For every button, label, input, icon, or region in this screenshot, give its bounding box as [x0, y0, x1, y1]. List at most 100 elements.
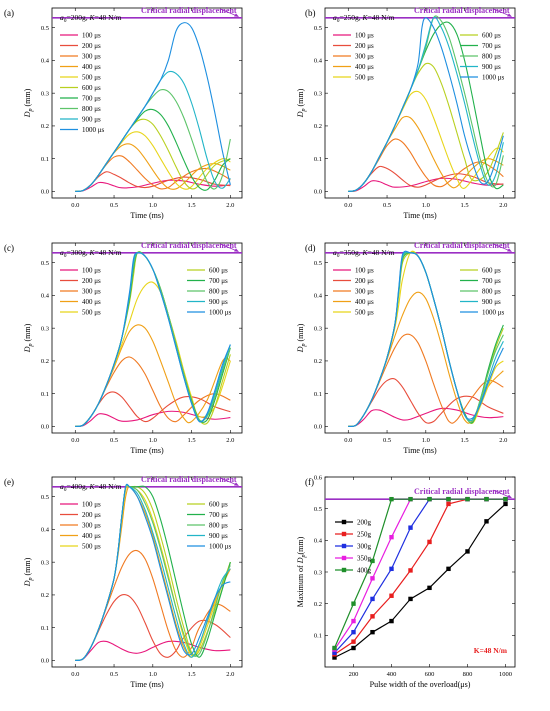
legend-label: 350g	[357, 555, 372, 563]
x-tick-label: 400	[387, 671, 397, 678]
series-marker	[408, 568, 413, 573]
plot-series	[75, 483, 231, 661]
series-marker	[465, 549, 470, 554]
panel-label: (e)	[4, 477, 14, 487]
legend-label: 700 μs	[209, 511, 228, 519]
critical-arrowhead	[507, 248, 512, 252]
y-tick-label: 0.2	[41, 358, 49, 365]
x-tick-label: 1.5	[188, 437, 196, 444]
x-tick-label: 1.5	[461, 202, 469, 209]
critical-label: Critical radial displacement	[414, 6, 510, 15]
x-tick-label: 2.0	[226, 437, 234, 444]
y-axis-label: Dp (mm)	[23, 557, 34, 587]
x-tick-label: 0.0	[71, 437, 79, 444]
x-tick-label: 1.5	[188, 202, 196, 209]
series-marker	[408, 525, 413, 530]
plot-series	[348, 250, 504, 427]
legend-label: 100 μs	[355, 267, 374, 275]
y-tick-label: 0.5	[41, 260, 49, 267]
panel-e: 0.0 0.5 1.0 1.5 2.0 0.0 0.1 0.2 0.3 0.4 0.5 Time (m…	[4, 475, 243, 689]
series-line-300us	[75, 549, 231, 661]
y-tick-label: 0.5	[314, 260, 322, 267]
legend-label: 1000 μs	[482, 74, 505, 82]
y-tick-label: 0.3	[314, 90, 322, 97]
legend-label: 300g	[357, 543, 372, 551]
series-marker	[503, 496, 508, 502]
legend-label: 300 μs	[82, 288, 101, 296]
x-tick-label: 2.0	[226, 671, 234, 678]
critical-label: Critical radial displacement	[414, 241, 510, 250]
panel-label: (a)	[4, 8, 14, 18]
y-tick-label: 0.1	[314, 633, 322, 640]
y-tick-label: 0.4	[41, 293, 50, 300]
x-axis-label: Time (ms)	[403, 446, 437, 455]
legend-label: 700 μs	[209, 277, 228, 285]
panel-a: 0.0 0.5 1.0 1.5 2.0 0.0 0.1 0.2 0.3 0.4 0.5 Time (m…	[4, 6, 243, 220]
series-line-100us	[348, 177, 504, 192]
panel-label: (b)	[305, 8, 316, 18]
plot-frame	[51, 476, 243, 668]
series-marker	[446, 566, 451, 572]
legend-label: 400g	[357, 567, 372, 575]
y-tick-label: 0.5	[41, 25, 49, 32]
x-tick-label: 0.0	[344, 437, 352, 444]
critical-arrowhead	[234, 482, 239, 486]
x-tick-label: 1.5	[188, 671, 196, 678]
series-line-300us	[348, 333, 504, 427]
y-tick-label: 0.3	[41, 559, 49, 566]
y-tick-label: 0.5	[314, 25, 322, 32]
panel-title: a0=350g, K=48 N/m	[333, 248, 395, 259]
panel-b: 0.0 0.5 1.0 1.5 2.0 0.0 0.1 0.2 0.3 0.4 0.5 Time (m…	[296, 6, 516, 220]
series-line-400us	[75, 324, 231, 427]
y-tick-label: 0.0	[314, 189, 322, 196]
legend-label: 800 μs	[209, 288, 228, 296]
x-tick-label: 0.5	[383, 437, 391, 444]
critical-arrowhead	[234, 248, 239, 252]
legend-label: 600 μs	[482, 267, 501, 275]
y-tick-label: 0.1	[41, 625, 49, 632]
legend-label: 500 μs	[355, 309, 374, 317]
y-axis-label: Dp (mm)	[296, 323, 307, 353]
plot-frame	[51, 7, 243, 199]
legend-label: 100 μs	[82, 32, 101, 40]
series-line-400us	[348, 115, 504, 192]
legend-label: 800 μs	[209, 522, 228, 530]
x-tick-label: 0.0	[71, 202, 79, 209]
series-marker	[427, 496, 432, 502]
y-tick-label: 0.2	[41, 592, 49, 599]
plot-frame	[324, 7, 516, 199]
critical-label: Critical radial displacement	[141, 241, 237, 250]
legend-marker	[341, 555, 347, 561]
series-marker	[408, 596, 413, 602]
series-marker	[351, 639, 356, 644]
y-tick-label: 0.3	[41, 90, 49, 97]
legend-label: 300 μs	[82, 522, 101, 530]
x-tick-label: 0.5	[110, 437, 118, 444]
series-marker	[351, 618, 356, 624]
series-line-100us	[75, 640, 231, 661]
legend-label: 900 μs	[482, 298, 501, 306]
panel-label: (d)	[305, 243, 316, 253]
legend-label: 300 μs	[355, 288, 374, 296]
series-marker	[351, 645, 356, 651]
x-tick-label: 0.5	[383, 202, 391, 209]
series-marker	[389, 593, 394, 598]
legend-label: 400 μs	[82, 63, 101, 71]
y-tick-label: 0.6	[314, 474, 323, 481]
legend-label: 200 μs	[82, 277, 101, 285]
x-tick-label: 600	[425, 671, 435, 678]
legend-label: 500 μs	[82, 543, 101, 551]
legend-label: 600 μs	[209, 267, 228, 275]
legend-label: 200 μs	[355, 42, 374, 50]
legend-label: 400 μs	[355, 298, 374, 306]
legend-label: 800 μs	[82, 105, 101, 113]
legend-label: 1000 μs	[482, 309, 505, 317]
legend: 100 μs 200 μs 300 μs 400 μs 500 μs 600 μs 700 …	[333, 267, 505, 317]
y-tick-label: 0.1	[314, 156, 322, 163]
series-line-1000us	[75, 483, 231, 661]
series-marker	[484, 496, 489, 502]
legend-label: 800 μs	[482, 53, 501, 61]
legend-label: 200g	[357, 519, 372, 527]
legend-label: 800 μs	[482, 288, 501, 296]
y-tick-label: 0.0	[41, 658, 49, 665]
